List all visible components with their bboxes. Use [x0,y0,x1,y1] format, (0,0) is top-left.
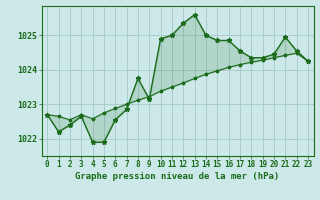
X-axis label: Graphe pression niveau de la mer (hPa): Graphe pression niveau de la mer (hPa) [76,172,280,181]
